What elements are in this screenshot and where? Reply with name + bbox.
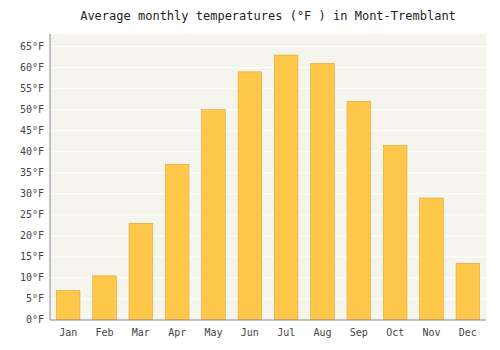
y-tick-label: 30°F <box>20 188 44 199</box>
y-tick-label: 10°F <box>20 272 44 283</box>
bar <box>93 276 117 320</box>
chart: 0°F 5°F 10°F 15°F 20°F 25°F 30°F 35°F 40°F 45°F 50… <box>0 0 500 350</box>
grid-line <box>50 193 486 194</box>
y-tick-label: 60°F <box>20 62 44 73</box>
y-tick-label: 55°F <box>20 83 44 94</box>
y-axis-line <box>50 34 51 320</box>
y-tick-label: 35°F <box>20 167 44 178</box>
y-tick-label: 0°F <box>26 314 44 325</box>
y-axis: 0°F 5°F 10°F 15°F 20°F 25°F 30°F 35°F 40°F 45°F 50… <box>20 41 44 325</box>
x-tick-label: Aug <box>313 327 331 338</box>
bars <box>56 55 479 320</box>
grid-line <box>50 67 486 68</box>
grid-line <box>50 109 486 110</box>
x-axis-line <box>50 320 486 321</box>
bar <box>202 110 226 320</box>
grid-line <box>50 130 486 131</box>
x-tick-label: Nov <box>422 327 440 338</box>
grid-line <box>50 320 486 321</box>
x-tick-label: Feb <box>95 327 113 338</box>
bar <box>456 263 480 320</box>
x-tick-label: Sep <box>350 327 368 338</box>
chart-holder: 0°F 5°F 10°F 15°F 20°F 25°F 30°F 35°F 40°F 45°F 50… <box>0 0 500 350</box>
x-tick-label: Jan <box>59 327 77 338</box>
y-tick-label: 50°F <box>20 104 44 115</box>
bar <box>165 164 189 320</box>
bar <box>420 198 444 320</box>
y-tick-label: 20°F <box>20 230 44 241</box>
bar <box>56 291 80 320</box>
y-tick-label: 15°F <box>20 251 44 262</box>
x-tick-label: Mar <box>132 327 150 338</box>
bar <box>274 55 298 320</box>
title: Average monthly temperatures (°F ) in Mo… <box>80 9 456 23</box>
x-tick-label: Oct <box>386 327 404 338</box>
grid-line <box>50 151 486 152</box>
x-tick-label: Jul <box>277 327 295 338</box>
plot-background <box>50 34 486 320</box>
bar <box>383 145 407 320</box>
bar <box>311 63 335 320</box>
y-tick-label: 25°F <box>20 209 44 220</box>
y-tick-label: 65°F <box>20 41 44 52</box>
x-tick-label: May <box>204 327 222 338</box>
x-tick-label: Apr <box>168 327 186 338</box>
x-tick-label: Dec <box>459 327 477 338</box>
bar <box>238 72 262 320</box>
bar <box>347 101 371 320</box>
grid-line <box>50 46 486 47</box>
x-axis: Jan Feb Mar Apr May Jun Jul Aug Sep Oct Nov Dec <box>59 327 477 338</box>
x-tick-label: Jun <box>241 327 259 338</box>
y-tick-label: 45°F <box>20 125 44 136</box>
y-tick-label: 40°F <box>20 146 44 157</box>
y-tick-label: 5°F <box>26 293 44 304</box>
grid-line <box>50 88 486 89</box>
grid-line <box>50 172 486 173</box>
grid <box>50 47 486 320</box>
bar <box>129 223 153 320</box>
